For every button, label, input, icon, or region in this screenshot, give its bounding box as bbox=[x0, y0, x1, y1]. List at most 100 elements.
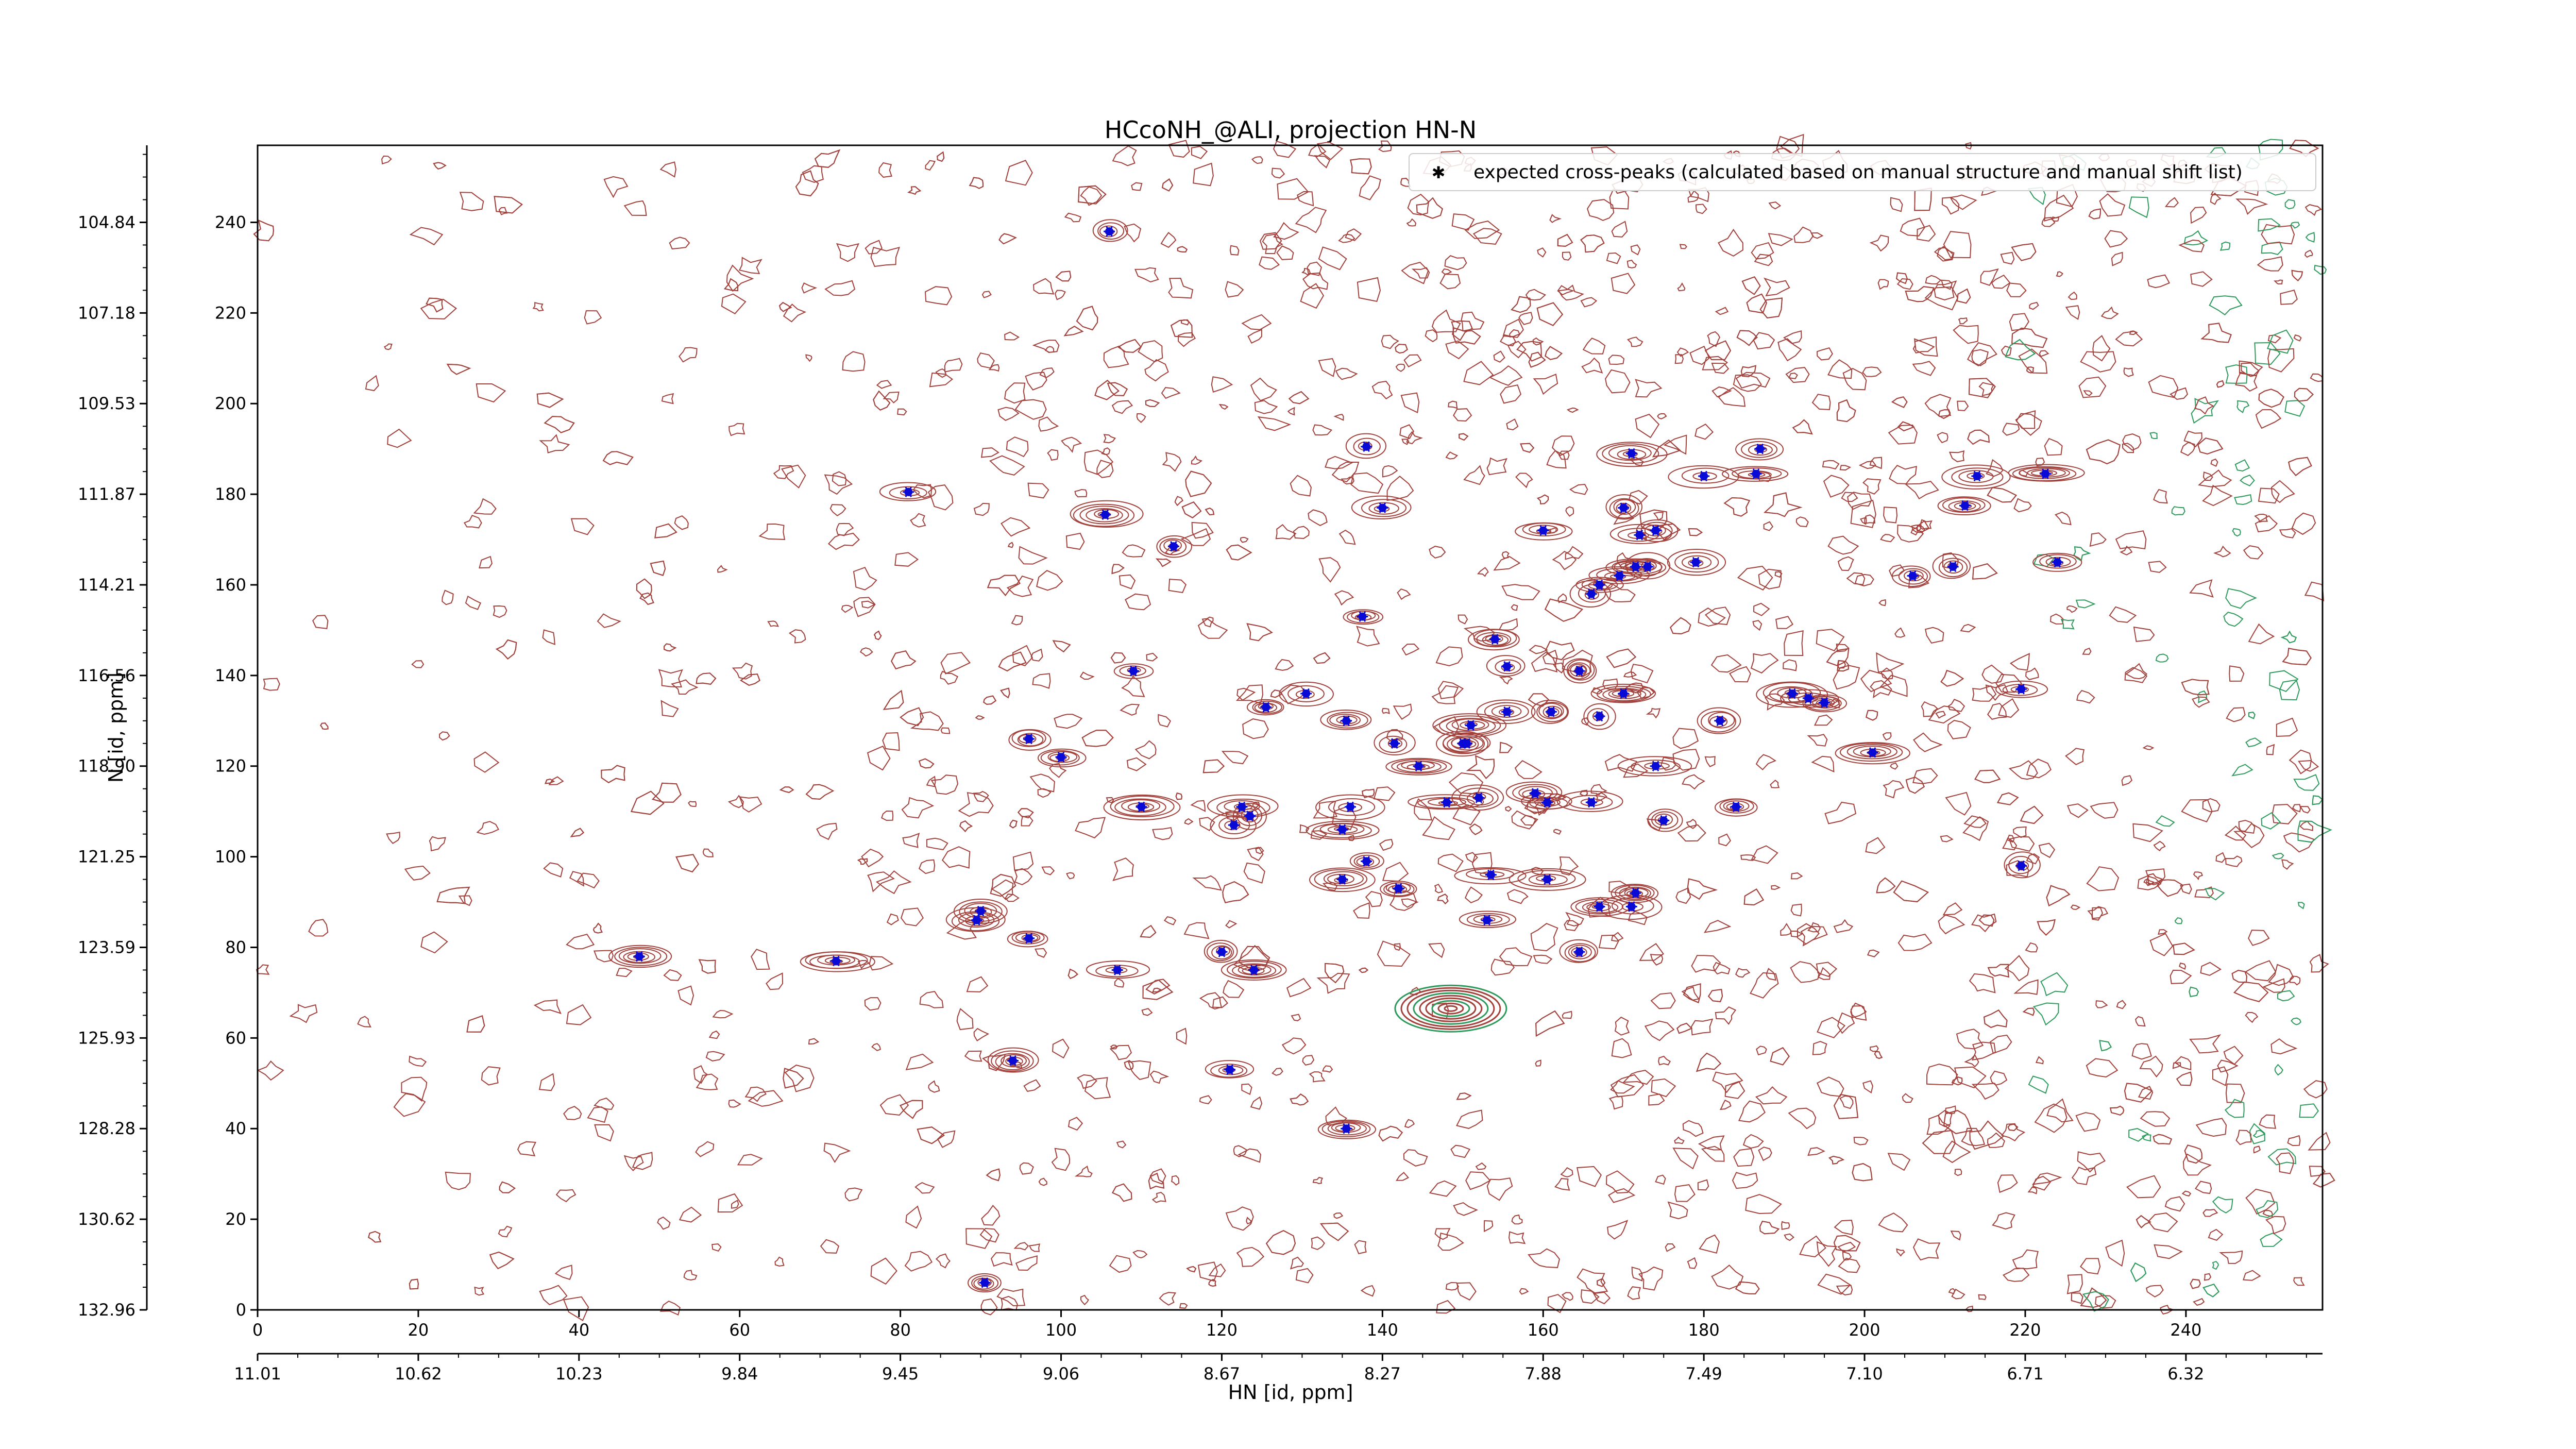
peak-contour-ring bbox=[1582, 901, 1619, 914]
noise-contour bbox=[404, 865, 431, 881]
noise-contour bbox=[2037, 919, 2056, 936]
peak-contour-ring bbox=[945, 907, 1006, 932]
noise-contour bbox=[2170, 387, 2189, 400]
noise-contour bbox=[2115, 530, 2147, 550]
cross-peak-marker bbox=[1634, 529, 1646, 541]
noise-contour bbox=[1735, 1281, 1760, 1294]
noise-contour bbox=[1257, 416, 1292, 431]
noise-contour bbox=[1486, 1177, 1513, 1201]
noise-contour bbox=[1406, 218, 1417, 227]
noise-contour bbox=[1807, 1147, 1825, 1156]
noise-contour bbox=[570, 828, 585, 837]
cross-peak-marker bbox=[1489, 634, 1501, 645]
y-tick-label: 80 bbox=[225, 937, 246, 957]
noise-contour bbox=[1225, 1206, 1254, 1231]
noise-contour bbox=[2046, 1098, 2074, 1123]
peak-contour-ring bbox=[1735, 438, 1784, 461]
noise-contour bbox=[1554, 1178, 1570, 1191]
noise-contour bbox=[1890, 762, 1899, 770]
noise-contour bbox=[1956, 288, 1971, 304]
noise-contour bbox=[1914, 336, 1938, 357]
x-tick-label: 40 bbox=[568, 1320, 589, 1340]
peak-contour-ring bbox=[1327, 712, 1368, 729]
noise-contour bbox=[1917, 520, 1930, 532]
peak-contour-ring bbox=[623, 951, 656, 963]
noise-contour bbox=[1313, 652, 1331, 664]
peak-contour-ring bbox=[1443, 732, 1491, 753]
cross-peak-marker bbox=[1585, 797, 1597, 808]
noise-contour bbox=[2025, 942, 2038, 953]
noise-contour bbox=[675, 854, 699, 873]
noise-contour bbox=[1448, 400, 1458, 409]
noise-contour bbox=[1155, 558, 1172, 567]
peak-contour-ring bbox=[1097, 222, 1125, 240]
noise-contour bbox=[1201, 616, 1214, 628]
noise-contour bbox=[1112, 145, 1137, 166]
noise-contour bbox=[1295, 207, 1327, 233]
noise-contour bbox=[308, 919, 329, 937]
y-tick-label: 180 bbox=[215, 484, 246, 504]
noise-contour bbox=[2235, 1130, 2252, 1145]
noise-contour bbox=[1359, 175, 1381, 200]
noise-contour bbox=[1168, 277, 1194, 299]
peak-contour-ring bbox=[1958, 470, 1994, 483]
noise-contour bbox=[1677, 824, 1706, 842]
noise-contour bbox=[1146, 652, 1158, 662]
noise-contour bbox=[1719, 1099, 1732, 1110]
peak-contour-ring bbox=[2004, 851, 2041, 879]
peak-contour-ring bbox=[1898, 568, 1928, 585]
noise-contour bbox=[2243, 545, 2264, 560]
noise-contour bbox=[1118, 574, 1136, 589]
strong-peak-contour bbox=[1419, 995, 1483, 1022]
noise-contour bbox=[2210, 192, 2222, 205]
noise-contour bbox=[1168, 579, 1187, 594]
peak-contour-ring bbox=[1536, 701, 1568, 722]
peak-contour-ring bbox=[1320, 710, 1372, 730]
noise-contour bbox=[1297, 191, 1314, 207]
noise-contour bbox=[1605, 369, 1631, 394]
noise-contour bbox=[1318, 246, 1347, 271]
noise-contour bbox=[1431, 685, 1459, 704]
noise-contour bbox=[654, 523, 677, 538]
cross-peak-marker bbox=[1786, 688, 1798, 699]
peak-contour-ring bbox=[1590, 683, 1656, 703]
noise-contour bbox=[748, 1090, 784, 1107]
strong-peak-contour bbox=[1431, 1000, 1470, 1017]
noise-contour bbox=[2012, 1249, 2039, 1270]
noise-contour bbox=[1736, 330, 1758, 346]
noise-contour bbox=[2004, 955, 2030, 982]
cross-peak-marker bbox=[1501, 706, 1513, 717]
noise-contour bbox=[1981, 664, 2005, 684]
peak-contour-ring bbox=[1780, 689, 1839, 708]
noise-contour bbox=[1514, 760, 1543, 779]
noise-contour bbox=[1499, 742, 1513, 753]
noise-contour bbox=[1816, 629, 1845, 652]
noise-contour bbox=[1606, 1220, 1629, 1240]
noise-contour bbox=[1630, 244, 1641, 256]
noise-contour bbox=[2229, 665, 2245, 682]
noise-contour bbox=[2191, 398, 2219, 424]
noise-contour bbox=[1876, 877, 1896, 894]
noise-contour bbox=[2243, 1270, 2261, 1281]
peak-contour-ring bbox=[1343, 609, 1384, 625]
noise-contour bbox=[1947, 720, 1971, 739]
noise-contour bbox=[664, 643, 677, 652]
noise-contour bbox=[2044, 437, 2063, 456]
noise-contour bbox=[1312, 424, 1333, 436]
noise-contour bbox=[1893, 880, 1929, 902]
noise-contour bbox=[1811, 394, 1831, 410]
noise-contour bbox=[1331, 461, 1360, 483]
noise-contour bbox=[870, 1257, 897, 1285]
noise-contour bbox=[2299, 806, 2311, 814]
noise-contour bbox=[1299, 824, 1310, 833]
noise-contour bbox=[1860, 669, 1892, 693]
noise-contour bbox=[1186, 1266, 1197, 1273]
noise-contour bbox=[958, 792, 994, 817]
noise-contour bbox=[1653, 512, 1664, 521]
noise-contour bbox=[1191, 455, 1203, 465]
noise-contour bbox=[937, 151, 945, 162]
noise-contour bbox=[979, 1227, 999, 1243]
noise-contour bbox=[1265, 1229, 1296, 1255]
noise-contour bbox=[1243, 862, 1265, 884]
noise-contour bbox=[2071, 1292, 2083, 1304]
